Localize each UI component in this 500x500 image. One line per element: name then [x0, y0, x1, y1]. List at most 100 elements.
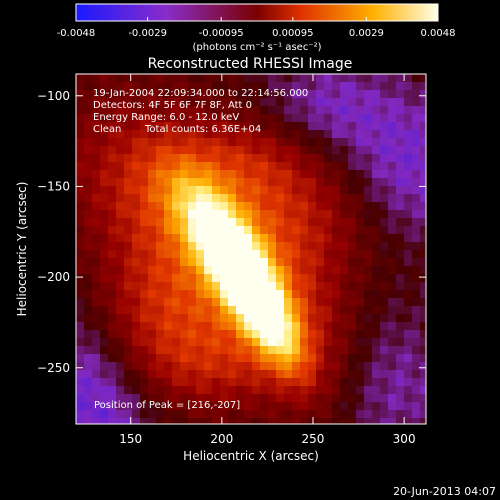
- heatmap-cell: [124, 74, 133, 83]
- heatmap-cell: [92, 242, 101, 251]
- heatmap-cell: [204, 370, 213, 379]
- heatmap-cell: [124, 146, 133, 155]
- heatmap-cell: [396, 386, 405, 395]
- heatmap-cell: [284, 306, 293, 315]
- heatmap-cell: [204, 154, 213, 163]
- heatmap-cell: [252, 306, 261, 315]
- heatmap-cell: [108, 314, 117, 323]
- heatmap-cell: [308, 130, 317, 139]
- heatmap-cell: [244, 170, 253, 179]
- heatmap-cell: [356, 106, 365, 115]
- heatmap-cell: [188, 234, 197, 243]
- heatmap-cell: [268, 330, 277, 339]
- heatmap-cell: [268, 354, 277, 363]
- heatmap-cell: [164, 170, 173, 179]
- heatmap-cell: [116, 378, 125, 387]
- heatmap-cell: [316, 378, 325, 387]
- heatmap-cell: [412, 82, 421, 91]
- heatmap-cell: [268, 154, 277, 163]
- heatmap-cell: [196, 146, 205, 155]
- heatmap-cell: [220, 218, 229, 227]
- heatmap-cell: [76, 234, 85, 243]
- heatmap-cell: [180, 210, 189, 219]
- heatmap-cell: [180, 258, 189, 267]
- heatmap-cell: [228, 82, 237, 91]
- heatmap-cell: [276, 146, 285, 155]
- heatmap-cell: [236, 170, 245, 179]
- heatmap-cell: [300, 274, 309, 283]
- heatmap-cell: [332, 402, 341, 411]
- heatmap-cell: [372, 218, 381, 227]
- heatmap-cell: [212, 394, 221, 403]
- heatmap-cell: [228, 74, 237, 83]
- heatmap-cell: [76, 218, 85, 227]
- heatmap-cell: [188, 122, 197, 131]
- heatmap-cell: [348, 138, 357, 147]
- heatmap-cell: [148, 266, 157, 275]
- heatmap-cell: [164, 410, 173, 419]
- heatmap-cell: [380, 178, 389, 187]
- heatmap-cell: [276, 82, 285, 91]
- heatmap-cell: [252, 402, 261, 411]
- heatmap-cell: [380, 234, 389, 243]
- heatmap-cell: [212, 202, 221, 211]
- heatmap-cell: [372, 194, 381, 203]
- heatmap-cell: [292, 370, 301, 379]
- heatmap-cell: [228, 114, 237, 123]
- heatmap-cell: [180, 162, 189, 171]
- heatmap-cell: [116, 170, 125, 179]
- heatmap-cell: [236, 354, 245, 363]
- heatmap-cell: [188, 266, 197, 275]
- heatmap-cell: [196, 338, 205, 347]
- heatmap-cell: [420, 114, 426, 123]
- heatmap-cell: [252, 122, 261, 131]
- heatmap-cell: [348, 106, 357, 115]
- heatmap-cell: [140, 346, 149, 355]
- heatmap-cell: [276, 258, 285, 267]
- heatmap-cell: [260, 90, 269, 99]
- heatmap-cell: [332, 122, 341, 131]
- heatmap-cell: [244, 250, 253, 259]
- heatmap-cell: [276, 298, 285, 307]
- heatmap-cell: [348, 338, 357, 347]
- heatmap-cell: [356, 170, 365, 179]
- heatmap-cell: [284, 330, 293, 339]
- heatmap-cell: [356, 418, 365, 424]
- heatmap-cell: [100, 162, 109, 171]
- heatmap-cell: [412, 378, 421, 387]
- heatmap-cell: [300, 418, 309, 424]
- heatmap-cell: [124, 170, 133, 179]
- heatmap-cell: [164, 338, 173, 347]
- heatmap-cell: [388, 226, 397, 235]
- heatmap-cell: [348, 82, 357, 91]
- heatmap-cell: [388, 146, 397, 155]
- heatmap-cell: [244, 282, 253, 291]
- heatmap-cell: [260, 258, 269, 267]
- heatmap-cell: [188, 90, 197, 99]
- heatmap-cell: [212, 186, 221, 195]
- heatmap-cell: [420, 194, 426, 203]
- heatmap-cell: [92, 322, 101, 331]
- heatmap-cell: [132, 282, 141, 291]
- heatmap-cell: [404, 178, 413, 187]
- heatmap-cell: [212, 346, 221, 355]
- heatmap-cell: [292, 130, 301, 139]
- heatmap-cell: [236, 322, 245, 331]
- heatmap-cell: [212, 138, 221, 147]
- heatmap-cell: [196, 362, 205, 371]
- heatmap-cell: [412, 194, 421, 203]
- heatmap-cell: [268, 322, 277, 331]
- heatmap-cell: [316, 354, 325, 363]
- heatmap-cell: [100, 338, 109, 347]
- heatmap-cell: [92, 314, 101, 323]
- heatmap-cell: [412, 354, 421, 363]
- heatmap-cell: [292, 178, 301, 187]
- heatmap-cell: [252, 82, 261, 91]
- heatmap-cell: [188, 386, 197, 395]
- heatmap-cell: [156, 274, 165, 283]
- heatmap-cell: [140, 370, 149, 379]
- heatmap-cell: [156, 130, 165, 139]
- heatmap-cell: [324, 274, 333, 283]
- heatmap-cell: [220, 194, 229, 203]
- heatmap-cell: [404, 290, 413, 299]
